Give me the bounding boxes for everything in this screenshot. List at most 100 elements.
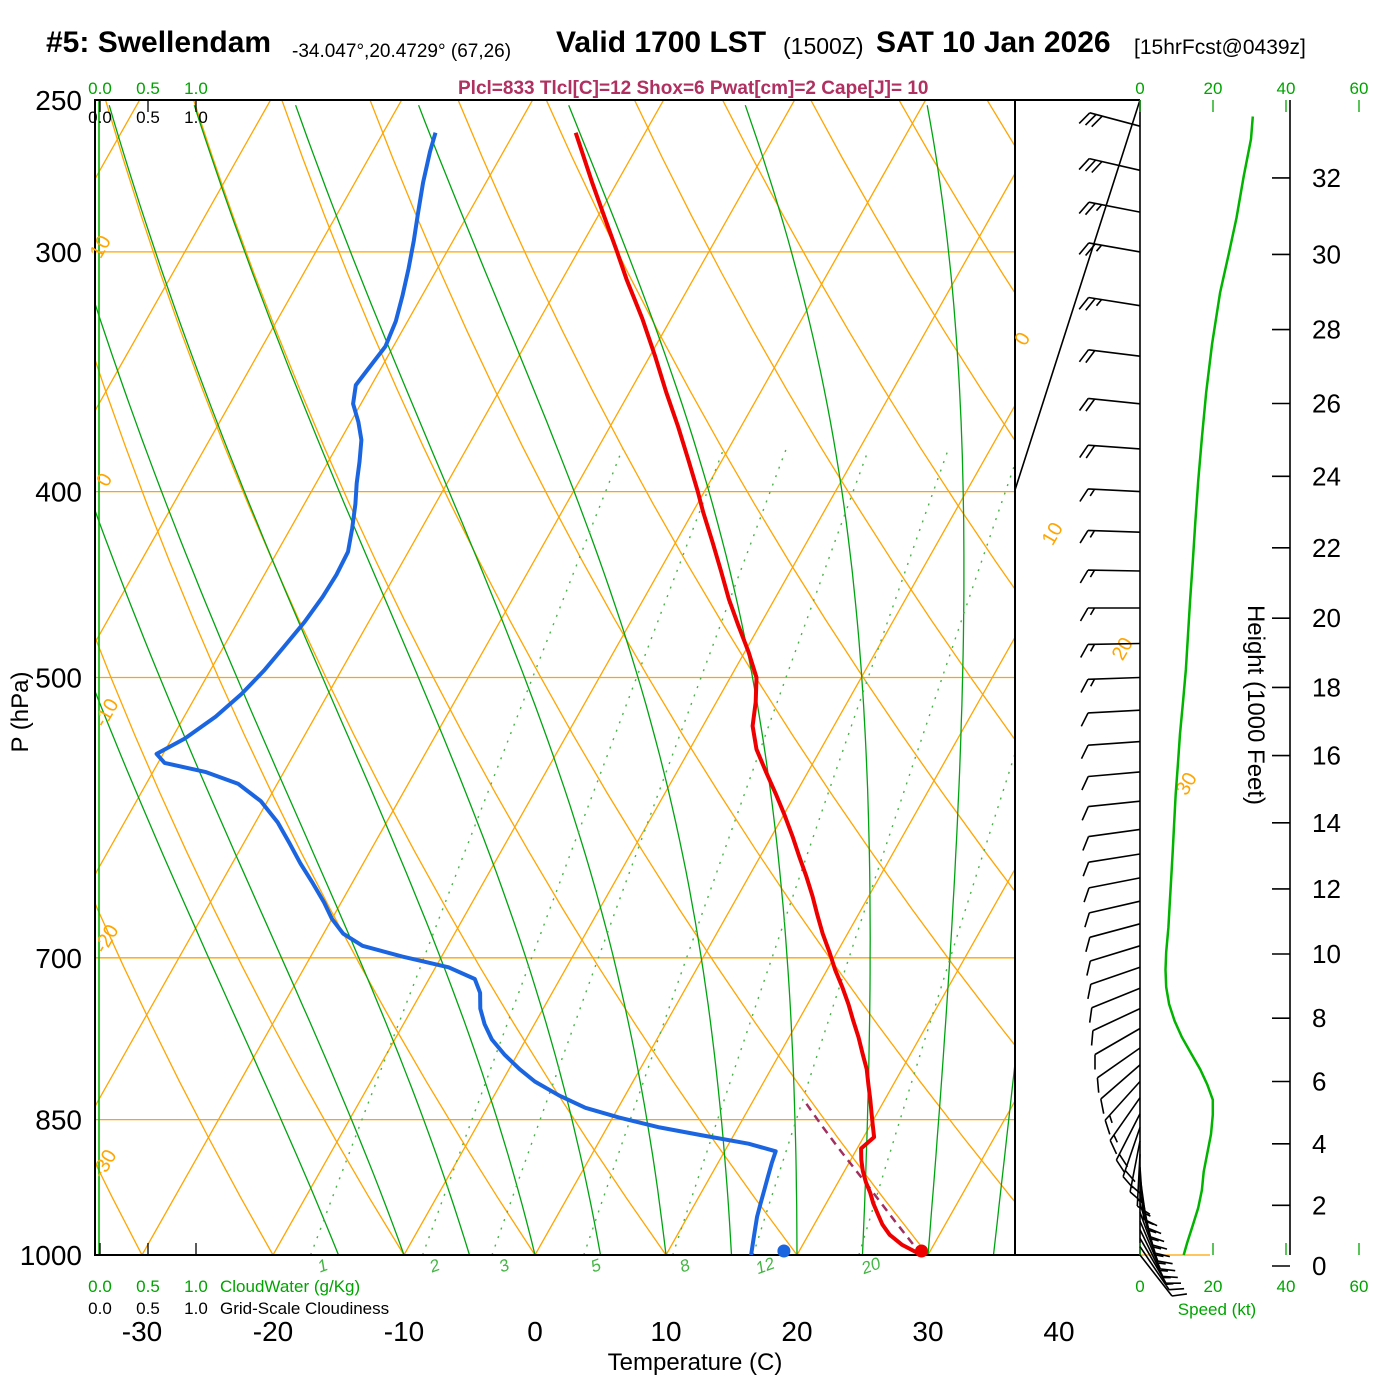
wind-barb: [1139, 1229, 1178, 1279]
svg-text:40: 40: [1277, 1277, 1296, 1296]
mixing-ratio-label: 2: [426, 1255, 443, 1277]
wind-barb: [1100, 1064, 1141, 1114]
isotherm-label: 10: [1038, 519, 1068, 549]
wind-barb: [1078, 201, 1141, 216]
svg-text:40: 40: [1277, 79, 1296, 98]
height-tick-label: 20: [1312, 603, 1341, 633]
wind-barb: [1080, 709, 1141, 727]
wind-barbs: [1078, 112, 1188, 1297]
svg-text:1.0: 1.0: [184, 108, 208, 127]
temperature-curve: [573, 132, 923, 1255]
surface-dewpoint-dot: [777, 1244, 791, 1258]
wind-barb: [1139, 1167, 1158, 1227]
parcel-path: [804, 1102, 923, 1255]
svg-text:0.0: 0.0: [88, 108, 112, 127]
wind-barb: [1079, 444, 1141, 459]
wind-barb: [1115, 1113, 1141, 1174]
svg-text:0.0: 0.0: [88, 1277, 112, 1296]
wind-barb: [1081, 800, 1141, 821]
isotherm-label: 20: [1108, 634, 1138, 664]
station-coordinates: -34.047°,20.4729° (67,26): [292, 41, 512, 62]
surface-markers: [777, 1244, 928, 1258]
mixing-ratio-label: 20: [858, 1253, 884, 1278]
svg-text:0.5: 0.5: [136, 1277, 160, 1296]
wind-barb: [1078, 157, 1141, 174]
height-tick-label: 6: [1312, 1066, 1326, 1096]
mixing-ratio-label: 1: [315, 1255, 330, 1276]
forecast-hour-tag: [15hrFcst@0439z]: [1134, 36, 1306, 59]
temperature-tick-label: -30: [122, 1316, 162, 1347]
surface-temperature-dot: [915, 1244, 928, 1258]
sounding-indices: Plcl=833 Tlcl[C]=12 Shox=6 Pwat[cm]=2 Ca…: [458, 78, 929, 99]
height-tick-label: 0: [1312, 1251, 1326, 1281]
wind-barb: [1096, 1047, 1141, 1093]
wind-barb: [1109, 1097, 1141, 1155]
mixing-ratio-label: 12: [753, 1253, 778, 1278]
svg-text:60: 60: [1350, 1277, 1369, 1296]
temperature-tick-label: 20: [781, 1316, 812, 1347]
temperature-axis-title: Temperature (C): [608, 1349, 783, 1376]
svg-text:0.5: 0.5: [136, 108, 160, 127]
wind-barb: [1094, 1027, 1141, 1070]
green-background-lines: [95, 104, 1015, 1255]
wind-barb: [1104, 1080, 1141, 1135]
wind-barb: [1122, 1127, 1141, 1189]
wind-barb: [1087, 966, 1141, 1000]
height-tick-label: 22: [1312, 533, 1341, 563]
isotherm-label: 0: [92, 470, 117, 491]
svg-text:0: 0: [1135, 1277, 1144, 1296]
wind-barb: [1081, 771, 1141, 791]
sounding-profiles: [154, 132, 923, 1255]
temperature-tick-label: 40: [1043, 1316, 1074, 1347]
temperature-tick-label: -20: [253, 1316, 293, 1347]
wind-barb: [1078, 296, 1141, 311]
wind-barb: [1079, 529, 1141, 544]
corner-scales: 0.0 0.0 0.0 0.0 0.5 0.5 0.5 0.5 1.0 1.0 1.0 1.0 Clou…: [88, 79, 1368, 1319]
wind-barb: [1139, 1254, 1188, 1297]
height-tick-label: 32: [1312, 163, 1341, 193]
pressure-tick-label: 400: [35, 477, 82, 508]
svg-text:20: 20: [1204, 1277, 1223, 1296]
height-tick-label: 2: [1312, 1190, 1326, 1220]
svg-text:1.0: 1.0: [184, 1277, 208, 1296]
wind-barb: [1080, 740, 1141, 760]
cloudiness-legend: Grid-Scale Cloudiness: [220, 1299, 389, 1318]
valid-time-label: Valid 1700 LST: [556, 26, 767, 59]
dewpoint-curve: [154, 132, 778, 1255]
speed-curve: [1164, 116, 1255, 1256]
height-tick-label: 28: [1312, 315, 1341, 345]
upper-right-cut-line: [1014, 99, 1141, 491]
svg-text:1.0: 1.0: [184, 1299, 208, 1318]
wind-barb: [1078, 349, 1141, 364]
svg-text:0.5: 0.5: [136, 79, 160, 98]
wind-barb: [1078, 112, 1141, 128]
wind-speed-profile: [1164, 116, 1255, 1256]
svg-text:1.0: 1.0: [184, 79, 208, 98]
height-tick-label: 26: [1312, 389, 1341, 419]
height-tick-label: 14: [1312, 808, 1341, 838]
svg-text:60: 60: [1350, 79, 1369, 98]
temperature-tick-label: 30: [912, 1316, 943, 1347]
height-tick-label: 10: [1312, 939, 1341, 969]
wind-barb: [1084, 900, 1141, 928]
height-axis-title: Height (1000 Feet): [1242, 605, 1269, 805]
mixing-ratio-label: 3: [496, 1255, 512, 1276]
wind-barb: [1086, 945, 1141, 976]
height-tick-label: 16: [1312, 741, 1341, 771]
svg-text:0.5: 0.5: [136, 1299, 160, 1318]
pressure-tick-label: 300: [35, 237, 82, 268]
height-tick-label: 4: [1312, 1129, 1326, 1159]
valid-date: SAT 10 Jan 2026: [876, 26, 1111, 59]
wind-barb: [1082, 828, 1141, 851]
pressure-axis-title: P (hPa): [7, 672, 34, 753]
speed-legend: Speed (kt): [1178, 1300, 1256, 1319]
valid-zulu-time: (1500Z): [783, 33, 864, 59]
wind-barb: [1085, 923, 1141, 953]
wind-barb: [1079, 607, 1140, 622]
svg-text:0.0: 0.0: [88, 79, 112, 98]
station-title: #5: Swellendam: [46, 26, 272, 59]
pressure-tick-label: 250: [35, 85, 82, 116]
